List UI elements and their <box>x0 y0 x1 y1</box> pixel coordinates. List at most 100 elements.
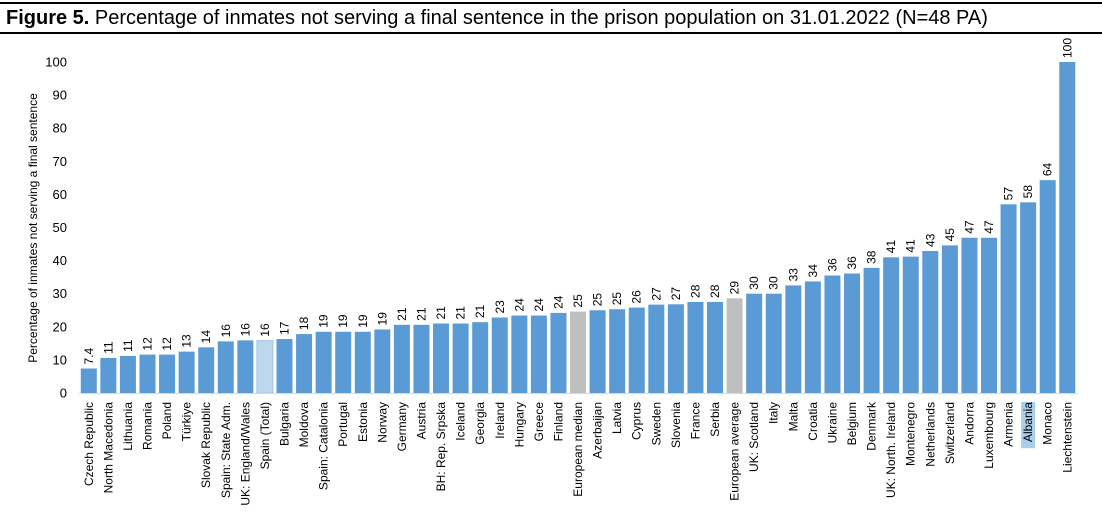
data-label: 21 <box>434 306 448 320</box>
data-label: 30 <box>767 276 781 290</box>
figure-number: Figure 5. <box>6 7 90 29</box>
x-tick-label: Latvia <box>610 402 624 434</box>
bar <box>335 331 352 393</box>
data-label: 30 <box>747 276 761 290</box>
data-label: 41 <box>884 240 898 254</box>
data-label: 12 <box>160 337 174 351</box>
bar <box>315 331 332 393</box>
data-label: 19 <box>375 312 389 326</box>
data-label: 25 <box>571 294 585 308</box>
data-label: 36 <box>845 256 859 270</box>
bar <box>491 317 508 393</box>
bar <box>237 340 254 393</box>
x-tick-label: Albania <box>1021 402 1035 442</box>
data-label: 18 <box>297 316 311 330</box>
data-label: 17 <box>277 321 291 335</box>
data-label: 21 <box>454 306 468 320</box>
x-tick-label: Serbia <box>708 402 722 437</box>
bar <box>550 312 567 393</box>
x-tick-label: Liechtenstein <box>1060 402 1074 473</box>
bar <box>844 273 861 393</box>
bar <box>433 323 450 393</box>
x-tick-label: Armenia <box>1002 402 1016 447</box>
x-tick-label: Andorra <box>962 402 976 445</box>
x-tick-label: European average <box>728 402 742 501</box>
data-label: 14 <box>199 330 213 344</box>
x-tick-label: North Macedonia <box>101 402 115 494</box>
bar <box>1000 204 1017 393</box>
bar <box>863 267 880 393</box>
bar <box>687 301 704 393</box>
bar <box>804 281 821 393</box>
data-label: 24 <box>551 295 565 309</box>
x-tick-label: Georgia <box>473 402 487 445</box>
bar <box>354 331 371 393</box>
data-label: 21 <box>473 304 487 318</box>
y-tick-label: 30 <box>53 286 67 301</box>
data-label: 36 <box>825 258 839 272</box>
bar <box>570 311 587 393</box>
data-label: 19 <box>356 314 370 328</box>
bar <box>726 298 743 393</box>
x-tick-label: Türkiye <box>180 402 194 442</box>
x-tick-label: Moldova <box>297 402 311 448</box>
y-tick-label: 90 <box>53 88 67 103</box>
x-tick-label: Slovak Republic <box>199 402 213 488</box>
data-label: 24 <box>532 298 546 312</box>
x-tick-label: Monaco <box>1041 402 1055 445</box>
x-tick-label: Slovenia <box>669 402 683 448</box>
y-axis: 0 10 20 30 40 50 60 70 80 90 100 <box>45 55 67 401</box>
x-tick-label: Azerbaijan <box>591 402 605 459</box>
data-label: 41 <box>904 239 918 253</box>
data-label: 64 <box>1041 162 1055 176</box>
x-tick-label: Estonia <box>356 402 370 442</box>
bar <box>824 275 841 393</box>
y-tick-label: 20 <box>53 319 67 334</box>
data-label: 19 <box>336 314 350 328</box>
data-label: 34 <box>806 264 820 278</box>
bar <box>746 293 763 393</box>
data-label: 12 <box>140 337 154 351</box>
bar <box>256 340 274 394</box>
data-label: 11 <box>121 339 135 352</box>
data-label: 29 <box>728 281 742 295</box>
x-tick-label: BH: Rep. Srpska <box>434 402 448 492</box>
data-label: 43 <box>923 233 937 247</box>
x-tick-label: Luxembourg <box>982 402 996 469</box>
y-tick-label: 100 <box>45 55 67 70</box>
title-text: Percentage of inmates not serving a fina… <box>94 7 988 29</box>
data-label: 16 <box>238 323 252 337</box>
data-label: 25 <box>591 293 605 307</box>
data-label: 13 <box>180 334 194 348</box>
bar <box>198 347 215 393</box>
x-tick-label: Spain: Catalonia <box>317 402 331 490</box>
bar <box>374 329 391 393</box>
label-highlight <box>1021 402 1036 449</box>
x-tick-label: Romania <box>140 402 154 450</box>
data-label: 21 <box>414 307 428 321</box>
bar <box>119 355 136 393</box>
data-label: 27 <box>649 287 663 301</box>
bar <box>178 351 195 393</box>
x-tick-label: Finland <box>551 402 565 441</box>
bar <box>981 237 998 393</box>
x-tick-label: Spain (Total) <box>258 402 272 469</box>
y-tick-label: 0 <box>60 386 67 401</box>
x-tick-label: Portugal <box>336 402 350 447</box>
bar <box>648 304 665 393</box>
bar <box>902 256 919 393</box>
x-tick-label: Denmark <box>865 401 879 451</box>
data-label: 28 <box>688 284 702 298</box>
bar <box>276 339 293 393</box>
data-label: 21 <box>395 307 409 321</box>
x-tick-label: Norway <box>375 402 389 443</box>
bar <box>100 357 117 393</box>
bar <box>785 285 802 393</box>
x-tick-label: Ireland <box>493 402 507 439</box>
data-label: 25 <box>610 292 624 306</box>
bar <box>1020 202 1037 393</box>
x-tick-label: Malta <box>786 402 800 432</box>
x-tick-label: Belgium <box>845 402 859 445</box>
title-bar: Figure 5. Percentage of inmates not serv… <box>0 2 1102 34</box>
